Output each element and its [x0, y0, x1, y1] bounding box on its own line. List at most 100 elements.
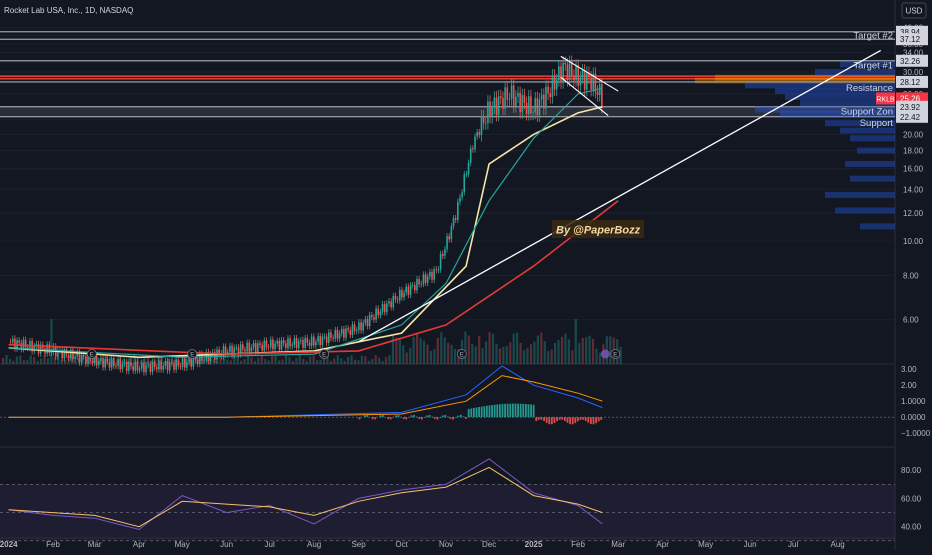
volume-bar	[395, 337, 397, 364]
time-tick-label: Dec	[482, 540, 496, 549]
volume-bar	[50, 319, 52, 364]
earnings-label: E	[90, 353, 94, 359]
candle-body	[23, 340, 25, 349]
candle-body	[534, 98, 536, 112]
volume-bar	[399, 339, 401, 364]
candle-body	[380, 312, 382, 315]
candle-body	[135, 362, 137, 371]
candle-body	[132, 366, 134, 370]
candle-body	[558, 66, 560, 80]
volume-bar	[295, 358, 297, 364]
candle-body	[390, 301, 392, 307]
macd-histogram-bar	[452, 417, 454, 419]
macd-histogram-bar	[429, 415, 431, 417]
candle-body	[154, 362, 156, 367]
candle-body	[107, 359, 109, 362]
volume-bar	[516, 333, 518, 364]
candle-body	[466, 174, 468, 175]
candle-body	[459, 197, 461, 202]
volume-bar	[551, 350, 553, 364]
volume-bar	[40, 358, 42, 364]
macd-histogram-bar	[478, 407, 480, 417]
price-badge-label: 32.26	[900, 57, 921, 66]
candle-body	[494, 97, 496, 107]
price-badge-label: 22.42	[900, 113, 921, 122]
volume-bar	[382, 361, 384, 364]
candle-body	[302, 340, 304, 348]
volume-bar	[451, 345, 453, 364]
candle-body	[261, 345, 263, 351]
price-badge-label: 37.12	[900, 35, 921, 44]
volume-bar	[475, 346, 477, 364]
candle-body	[552, 75, 554, 97]
volume-bar	[492, 334, 494, 364]
volume-bar	[471, 344, 473, 364]
volume-bar	[230, 360, 232, 364]
candle-body	[474, 137, 476, 150]
candle-body	[137, 362, 139, 371]
candle-body	[491, 107, 493, 117]
candle-body	[463, 174, 465, 192]
candle-body	[580, 77, 582, 85]
candle-body	[259, 343, 261, 344]
candle-body	[113, 358, 115, 366]
candle-body	[145, 365, 147, 372]
volume-bar	[482, 348, 484, 364]
macd-histogram-bar	[515, 404, 517, 418]
volume-bar	[423, 341, 425, 364]
volume-bar	[495, 344, 497, 364]
candle-body	[12, 339, 14, 343]
candle-body	[147, 364, 149, 365]
candle-body	[272, 340, 274, 350]
candle-body	[377, 309, 379, 316]
macd-histogram-bar	[551, 417, 553, 424]
macd-histogram-bar	[473, 408, 475, 417]
candle-body	[436, 269, 438, 270]
volume-bar	[568, 339, 570, 364]
candle-body	[345, 328, 347, 337]
volume-bar	[361, 356, 363, 364]
time-tick-label: Jul	[788, 540, 798, 549]
candle-body	[117, 359, 119, 366]
macd-histogram-bar	[582, 417, 584, 420]
volume-bar	[440, 332, 442, 364]
candle-body	[83, 355, 85, 356]
candle-body	[545, 87, 547, 109]
volume-bar	[5, 355, 7, 364]
volume-bar	[589, 336, 591, 364]
macd-histogram-bar	[460, 415, 462, 417]
candle-body	[18, 340, 20, 342]
volume-bar	[433, 349, 435, 364]
candle-body	[431, 272, 433, 280]
volume-bar	[23, 360, 25, 364]
volume-bar	[416, 334, 418, 364]
macd-histogram-bar	[509, 404, 511, 418]
candle-body	[479, 132, 481, 135]
macd-histogram-bar	[382, 415, 384, 417]
candle-body	[565, 63, 567, 64]
volume-bar	[33, 357, 35, 364]
volume-bar	[354, 360, 356, 364]
volume-bar	[344, 361, 346, 364]
volume-bar	[240, 361, 242, 364]
candle-body	[186, 362, 188, 368]
candle-body	[582, 70, 584, 77]
volume-bar	[309, 357, 311, 364]
macd-histogram-bar	[585, 417, 587, 421]
volume-bar	[523, 350, 525, 364]
time-tick-label: Jul	[265, 540, 275, 549]
candle-body	[85, 356, 87, 363]
candle-body	[152, 362, 154, 372]
time-tick-label: Jun	[220, 540, 233, 549]
price-tick-label: 18.00	[903, 147, 924, 156]
candle-body	[339, 333, 341, 338]
volume-bar	[313, 356, 315, 364]
time-tick-label: Apr	[656, 540, 669, 549]
price-tick-label: 10.00	[903, 237, 924, 246]
candle-body	[408, 287, 410, 295]
candle-body	[104, 359, 106, 367]
macd-histogram-bar	[572, 417, 574, 424]
candle-body	[504, 87, 506, 108]
candle-body	[575, 65, 577, 80]
